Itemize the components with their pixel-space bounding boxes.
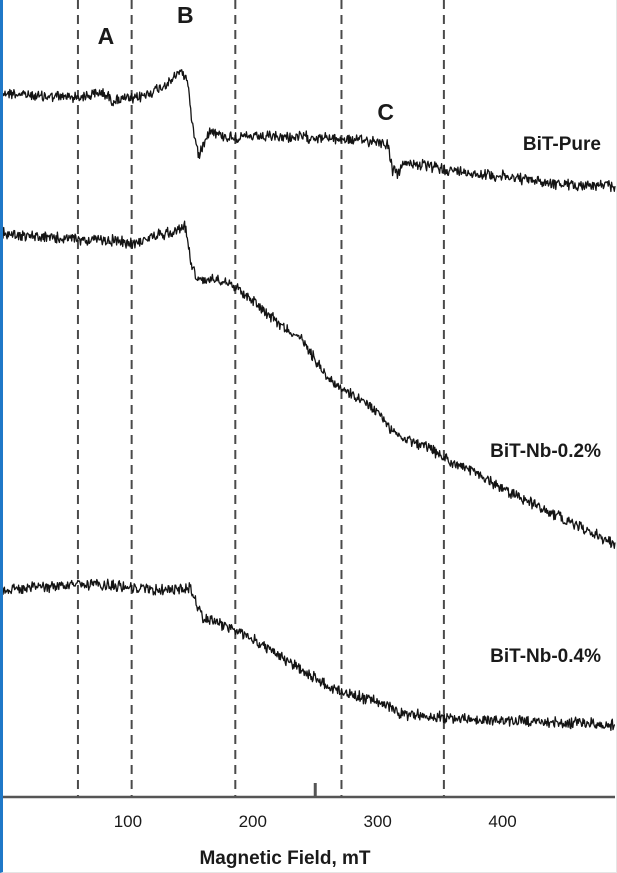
peak-label-c: C [377, 99, 394, 125]
x-axis-label: Magnetic Field, mT [199, 848, 370, 869]
epr-spectra-chart: A B C BiT-Pure BiT-Nb-0.2% BiT-Nb-0.4% 100 20… [3, 0, 616, 869]
series-label-3: BiT-Nb-0.4% [490, 646, 601, 667]
peak-label-a: A [98, 23, 115, 49]
trace-1 [3, 69, 616, 193]
x-tick-label-400: 400 [488, 812, 516, 831]
series-label-2: BiT-Nb-0.2% [490, 441, 601, 462]
spectra-traces [3, 69, 616, 732]
trace-2 [3, 220, 616, 549]
series-labels: BiT-Pure BiT-Nb-0.2% BiT-Nb-0.4% [490, 134, 601, 667]
x-tick-label-300: 300 [364, 812, 392, 831]
trace-3 [3, 578, 616, 732]
series-label-1: BiT-Pure [523, 134, 601, 155]
reference-lines [76, 0, 445, 797]
peak-label-b: B [177, 2, 194, 28]
peak-labels: A B C [98, 2, 394, 125]
x-tick-label-200: 200 [239, 812, 267, 831]
x-axis: 100 200 300 400 [3, 783, 615, 831]
x-tick-label-100: 100 [114, 812, 142, 831]
